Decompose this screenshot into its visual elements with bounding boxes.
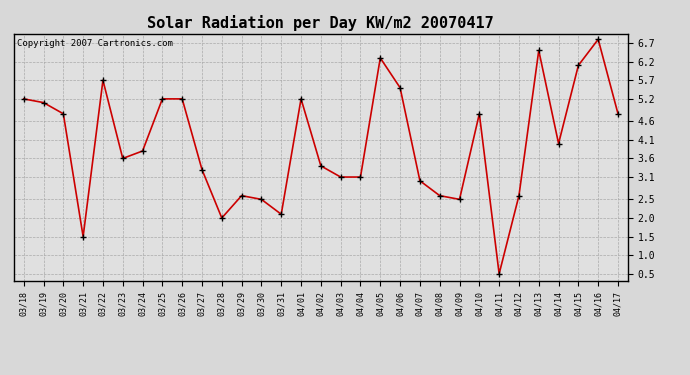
Text: Copyright 2007 Cartronics.com: Copyright 2007 Cartronics.com (17, 39, 172, 48)
Title: Solar Radiation per Day KW/m2 20070417: Solar Radiation per Day KW/m2 20070417 (148, 15, 494, 31)
